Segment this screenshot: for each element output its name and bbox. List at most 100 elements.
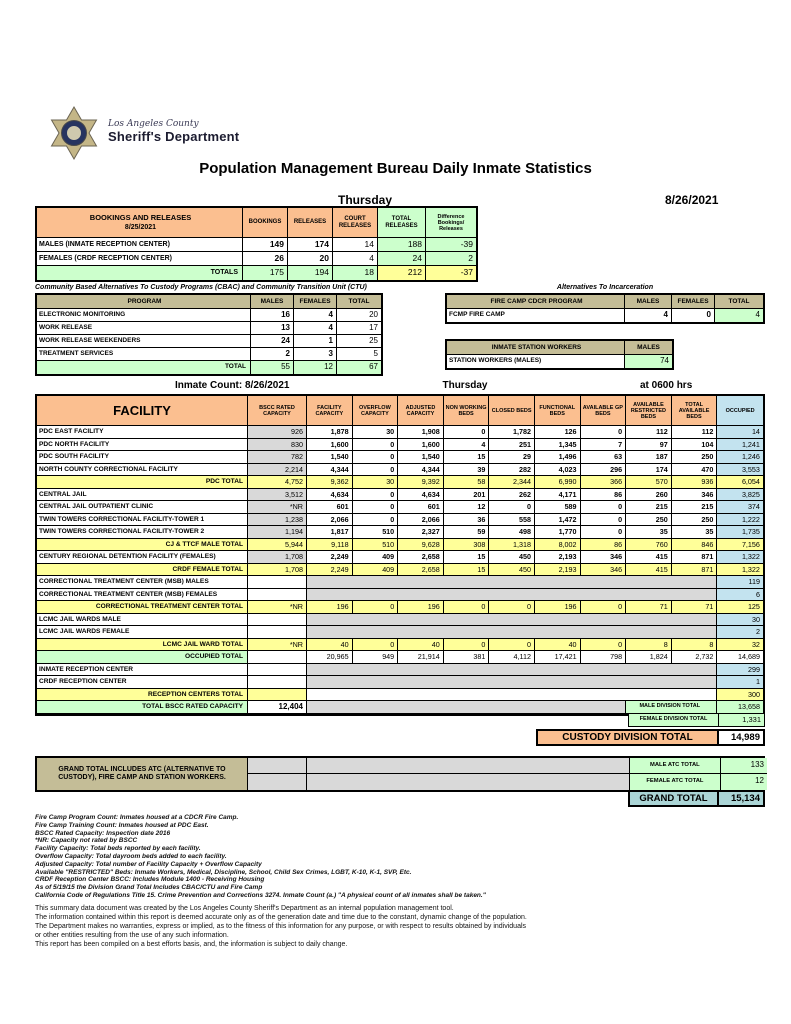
value: 188 (378, 238, 426, 252)
row-label: WORK RELEASE (37, 322, 251, 335)
facility-value: 4,634 (398, 488, 444, 501)
facility-value: 2,066 (398, 513, 444, 526)
atc-totals: MALE ATC TOTAL 133 FEMALE ATC TOTAL 12 (629, 758, 767, 790)
value: 74 (625, 355, 672, 368)
ati-heading: Alternatives To Incarceration (556, 284, 654, 291)
fire-camp-header-row: FIRE CAMP CDCR PROGRAM MALES FEMALES TOT… (447, 295, 763, 309)
facility-value: 112 (671, 426, 718, 439)
row-label: WORK RELEASE WEEKENDERS (37, 335, 251, 348)
facility-value: 601 (307, 501, 353, 514)
facility-value: 1,708 (248, 563, 307, 576)
facility-value: 1,238 (248, 513, 307, 526)
facility-label: CRDF RECEPTION CENTER (37, 676, 248, 689)
facility-row: CORRECTIONAL TREATMENT CENTER (MSB) MALE… (37, 576, 763, 589)
bookings-title: BOOKINGS AND RELEASES (89, 213, 192, 222)
footnote-line: BSCC Rated Capacity: Inspection date 201… (35, 829, 171, 837)
facility-value: 0 (352, 601, 399, 614)
facility-value: 0 (580, 638, 627, 651)
row-label: FEMALES (CRDF RECEPTION CENTER) (37, 252, 243, 266)
cbac-table: PROGRAM MALES FEMALES TOTAL ELECTRONIC M… (35, 293, 383, 376)
facility-value: 59 (443, 526, 490, 539)
col-functional-beds: FUNCTIONAL BEDS (534, 396, 581, 426)
value: 0 (672, 309, 715, 322)
col-total: TOTAL (715, 295, 763, 309)
facility-value: 9,118 (307, 538, 353, 551)
facility-value: 0 (489, 638, 535, 651)
facility-value: 9,628 (398, 538, 444, 551)
custody-division-total-row: CUSTODY DIVISION TOTAL 14,989 (35, 729, 765, 746)
facility-value: 1,540 (398, 451, 444, 464)
facility-value: 1,472 (534, 513, 581, 526)
col-occupied: OCCUPIED (717, 396, 763, 426)
female-atc-total-row: FEMALE ATC TOTAL 12 (629, 774, 767, 790)
facility-value: 4,752 (248, 476, 307, 489)
facility-value: 2,249 (307, 551, 353, 564)
facility-row: PDC TOTAL 4,752 9,362 30 9,392 58 2,344 6,990 36… (37, 476, 763, 489)
facility-label: CENTRAL JAIL OUTPATIENT CLINIC (37, 501, 248, 514)
value: 24 (251, 335, 294, 348)
value: 12 (294, 361, 337, 374)
facility-value: 0 (352, 438, 399, 451)
facility-row: PDC EAST FACILITY 926 1,878 30 1,908 0 1,782 12… (37, 426, 763, 439)
facility-row: CORRECTIONAL TREATMENT CENTER (MSB) FEMA… (37, 588, 763, 601)
station-workers-table: INMATE STATION WORKERS MALES STATION WOR… (445, 339, 674, 370)
footnote-line: Available "RESTRICTED" Beds: Inmate Work… (35, 868, 412, 876)
merged-blank-cell (307, 688, 718, 701)
merged-blank-cell (307, 576, 718, 589)
facility-label: CORRECTIONAL TREATMENT CENTER TOTAL (37, 601, 248, 614)
facility-row: CRDF FEMALE TOTAL 1,708 2,249 409 2,658 15 450… (37, 563, 763, 576)
facility-value: 4,112 (489, 651, 535, 664)
occupied-value: 1,246 (717, 451, 763, 464)
value: 14 (333, 238, 378, 252)
value: 175 (243, 266, 288, 280)
facility-row: CRDF RECEPTION CENTER 1 (37, 676, 763, 689)
inmate-count-label: Inmate Count: 8/26/2021 (175, 380, 290, 391)
facility-value: 2,344 (489, 476, 535, 489)
facility-value: 187 (626, 451, 672, 464)
facility-row: CORRECTIONAL TREATMENT CENTER TOTAL *NR 19… (37, 601, 763, 614)
bscc-blank-cell (248, 576, 307, 589)
facility-value: 1,318 (489, 538, 535, 551)
facility-value: 104 (671, 438, 718, 451)
facility-value: 215 (671, 501, 718, 514)
cbac-heading: Community Based Alternatives To Custody … (35, 284, 367, 291)
facility-label: CJ & TTCF MALE TOTAL (37, 538, 248, 551)
value: 17 (337, 322, 381, 335)
female-division-total-label: FEMALE DIVISION TOTAL (628, 714, 719, 727)
totals-label: TOTAL (37, 361, 251, 374)
facility-value: 589 (534, 501, 581, 514)
bookings-releases-table: BOOKINGS AND RELEASES 8/25/2021 BOOKINGS… (35, 206, 478, 282)
facility-value: 1,708 (248, 551, 307, 564)
occupied-value: 374 (717, 501, 763, 514)
facility-value: 15 (443, 451, 490, 464)
day-date-line: Thursday 8/26/2021 (35, 193, 765, 207)
facility-value: 871 (671, 563, 718, 576)
bscc-blank-cell (248, 626, 307, 639)
facility-value: 2,732 (671, 651, 718, 664)
value: 4 (333, 252, 378, 266)
facility-value: 36 (443, 513, 490, 526)
col-bookings: BOOKINGS (243, 208, 288, 238)
facility-value: 498 (489, 526, 535, 539)
col-facility: FACILITY (37, 396, 248, 426)
footnote-line: Fire Camp Program Count: Inmates housed … (35, 814, 239, 821)
facility-value: 15 (443, 551, 490, 564)
facility-row: OCCUPIED TOTAL 20,965 949 21,914 381 4,112 17,… (37, 651, 763, 664)
facility-value: 415 (626, 563, 672, 576)
facility-value: 0 (352, 513, 399, 526)
row-label: FCMP FIRE CAMP (447, 309, 625, 322)
value: 212 (378, 266, 426, 280)
facility-value: 782 (248, 451, 307, 464)
facility-value: 0 (352, 451, 399, 464)
facility-value: 0 (352, 463, 399, 476)
facility-value: 5,944 (248, 538, 307, 551)
sheriff-star-icon (50, 106, 98, 161)
facility-value: 201 (443, 488, 490, 501)
facility-value: 760 (626, 538, 672, 551)
facility-value: 381 (443, 651, 490, 664)
cbac-row: ELECTRONIC MONITORING 16 4 20 (37, 309, 381, 322)
facility-value: 0 (580, 601, 627, 614)
facility-value: 558 (489, 513, 535, 526)
facility-value: 296 (580, 463, 627, 476)
